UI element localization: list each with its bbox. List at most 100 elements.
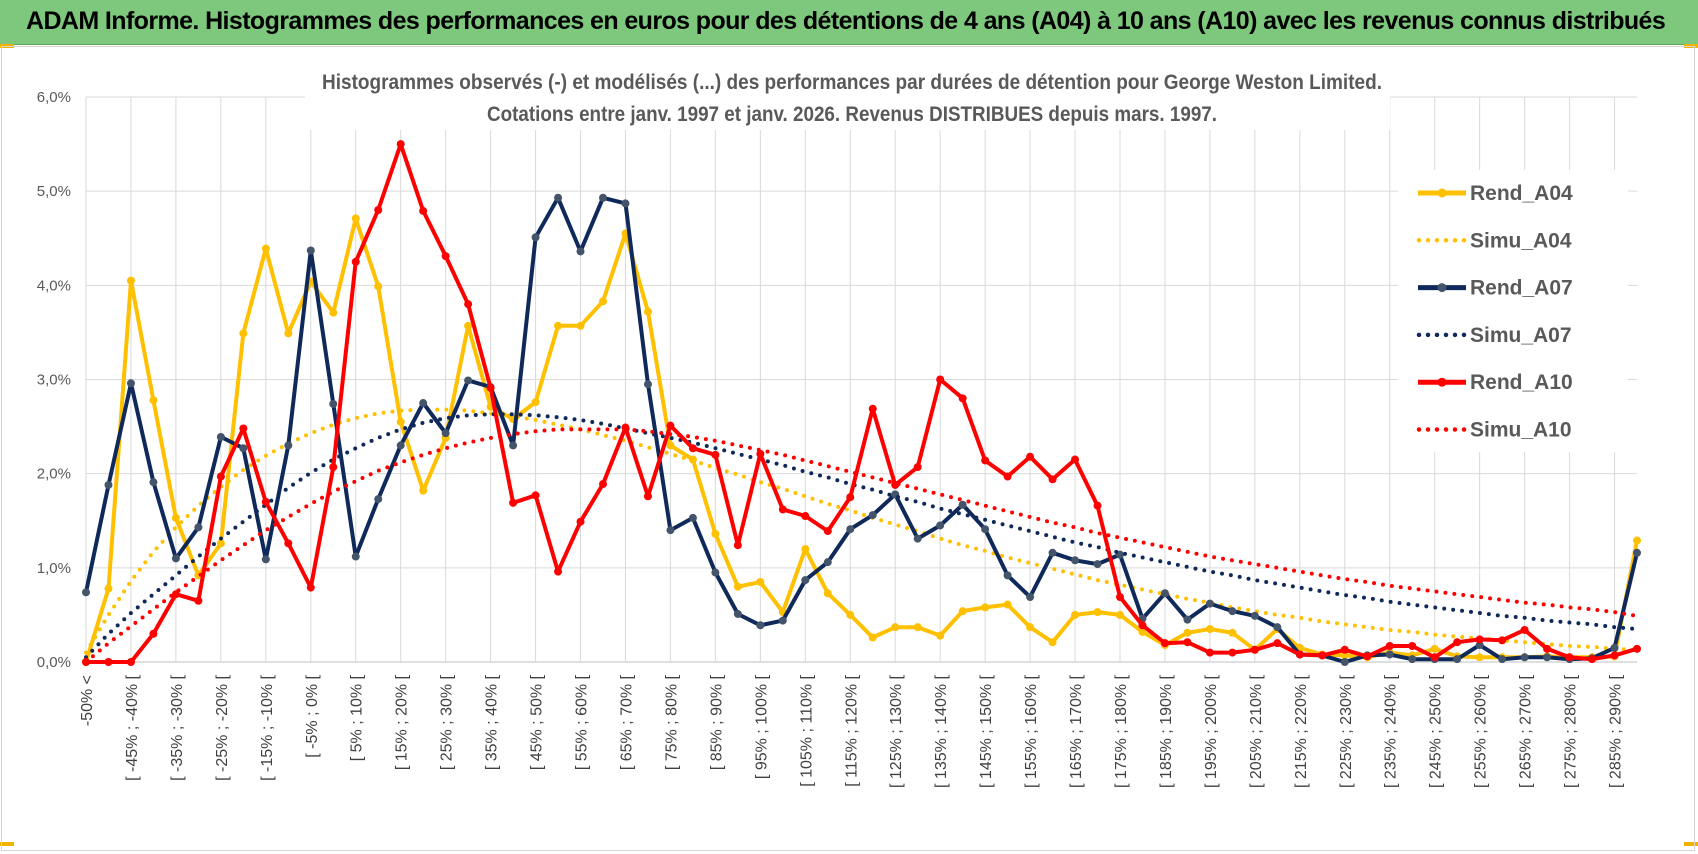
rend-a07-point <box>643 380 652 389</box>
rend-a04-point <box>329 308 338 317</box>
rend-a10-point <box>711 450 720 459</box>
rend-a10-point <box>149 629 158 638</box>
x-tick-label: [ -35% ; -30% [ <box>169 674 186 780</box>
rend-a04-point <box>1205 625 1214 634</box>
rend-a07-point <box>1385 650 1394 659</box>
rend-a04-point <box>554 321 563 330</box>
rend-a10-point <box>778 505 787 514</box>
rend-a04-point <box>913 623 922 632</box>
rend-a07-point <box>666 526 675 535</box>
rend-a10-point <box>801 512 810 521</box>
rend-a10-point <box>1363 652 1372 661</box>
rend-a10-point <box>261 497 270 506</box>
legend-marker-rend-a07 <box>1437 283 1447 293</box>
rend-a10-point <box>1430 653 1439 662</box>
rend-a10-point <box>1093 501 1102 510</box>
rend-a10-point <box>1520 625 1529 634</box>
rend-a10-point <box>1295 650 1304 659</box>
rend-a07-point <box>1610 643 1619 652</box>
x-tick-label: [ 5% ; 10% [ <box>349 674 366 761</box>
rend-a10-point <box>351 257 360 266</box>
rend-a10-point <box>576 517 585 526</box>
x-tick-label: [ 35% ; 40% [ <box>484 674 501 770</box>
rend-a04-point <box>1183 628 1192 637</box>
rend-a04-point <box>261 244 270 253</box>
rend-a10-point <box>643 492 652 501</box>
rend-a07-line <box>84 195 1639 664</box>
simu-a07-line <box>84 412 1639 660</box>
rend-a10-point <box>1228 648 1237 657</box>
rend-a10-point <box>306 583 315 592</box>
rend-a04-point <box>846 610 855 619</box>
rend-a07-point <box>149 478 158 487</box>
rend-a07-point <box>1205 599 1214 608</box>
x-tick-label: [ 115% ; 120% [ <box>843 674 860 786</box>
rend-a07-point <box>531 233 540 242</box>
title-background <box>305 64 1390 130</box>
rend-a04-point <box>374 282 383 291</box>
rend-a10-point <box>868 404 877 413</box>
rend-a10-point <box>126 658 135 666</box>
rend-a04-point <box>801 545 810 553</box>
y-tick-label: 3,0% <box>37 372 71 389</box>
x-tick-label: [ 125% ; 130% [ <box>888 674 905 788</box>
rend-a10-point <box>194 596 203 605</box>
rend-a07-point <box>599 193 607 202</box>
rend-a10-point <box>374 206 383 214</box>
rend-a04-point <box>149 396 158 405</box>
corner-mark-left-bottom <box>0 842 14 846</box>
rend-a10-point <box>823 527 832 536</box>
simu-a10-line <box>84 427 1639 664</box>
x-tick-label: [ 265% ; 270% [ <box>1518 674 1535 788</box>
rend-a07-point <box>171 554 180 563</box>
x-tick-label: [ 245% ; 250% [ <box>1428 674 1445 788</box>
rend-a10-point <box>688 444 697 453</box>
rend-a10-point <box>554 567 563 576</box>
rend-a10-point <box>104 658 113 666</box>
rend-a04-point <box>531 398 540 407</box>
x-tick-label: [ 105% ; 110% [ <box>798 674 815 786</box>
rend-a10-point <box>599 480 607 489</box>
rend-a10-point <box>1048 475 1057 484</box>
rend-a07-point <box>374 495 383 504</box>
x-tick-label: [ -15% ; -10% [ <box>259 674 276 780</box>
rend-a10-point <box>1071 455 1080 464</box>
rend-a07-point <box>913 534 922 543</box>
chart-frame <box>1 46 1695 851</box>
rend-a10-point <box>216 472 225 481</box>
rend-a04-point <box>666 441 675 450</box>
rend-a07-point <box>104 480 113 489</box>
rend-a07-point <box>464 376 473 385</box>
rend-a04-point <box>1093 608 1102 617</box>
rend-a07-point <box>778 616 787 625</box>
rend-a04-point <box>868 633 877 642</box>
rend-a04-point <box>599 297 607 306</box>
legend-label-simu-a04: Simu_A04 <box>1470 229 1572 252</box>
x-tick-label: [ 75% ; 80% [ <box>663 674 680 770</box>
rend-a07-point <box>261 555 270 564</box>
rend-a10-point <box>958 394 967 403</box>
x-tick-label: [ -25% ; -20% [ <box>214 674 231 780</box>
rend-a10-point <box>1565 653 1574 662</box>
rend-a10-point <box>1026 452 1035 461</box>
x-tick-label: [ 175% ; 180% [ <box>1113 674 1130 788</box>
legend-label-simu-a07: Simu_A07 <box>1470 324 1572 347</box>
legend-label-simu-a10: Simu_A10 <box>1470 419 1572 442</box>
rend-a04-point <box>1026 623 1035 632</box>
rend-a04-point <box>1430 644 1439 653</box>
rend-a07-point <box>1003 571 1012 580</box>
rend-a07-point <box>1543 653 1552 662</box>
rend-a07-point <box>126 379 135 388</box>
rend-a10-point <box>441 252 450 261</box>
x-tick-label: [ 225% ; 230% [ <box>1338 674 1355 788</box>
rend-a07-point <box>216 432 225 441</box>
rend-a10-point <box>531 491 540 500</box>
rend-a10-point <box>464 300 473 309</box>
rend-a07-point <box>396 441 405 450</box>
rend-a10-point <box>1453 638 1462 647</box>
rend-a10-point <box>1633 644 1641 653</box>
rend-a04-point <box>1138 627 1147 636</box>
rend-a10-point <box>1116 593 1124 602</box>
x-tick-label: [ 215% ; 220% [ <box>1293 674 1310 788</box>
rend-a10-point <box>329 463 338 472</box>
